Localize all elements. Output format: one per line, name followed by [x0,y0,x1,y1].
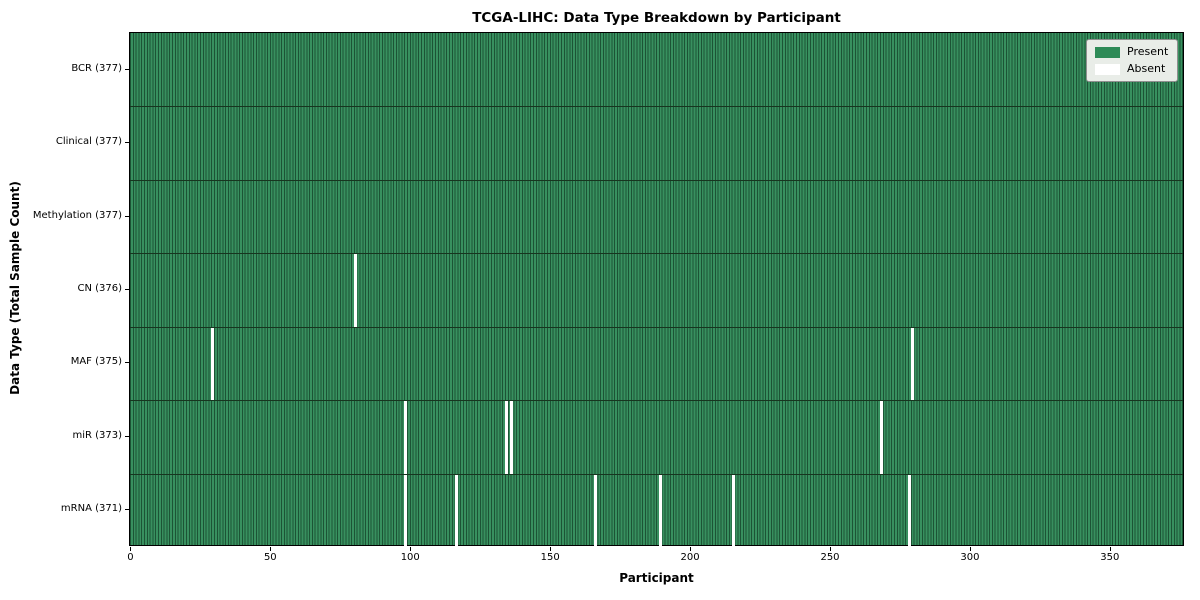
y-tick-label-BCR: BCR (377) [71,62,122,74]
absent-bar-mRNA-215 [731,473,735,547]
y-tick-mark [125,289,129,290]
x-tick-label-200: 200 [680,552,700,563]
y-tick-label-Clinical: Clinical (377) [55,136,122,148]
row-divider [130,179,1183,181]
x-tick-label-150: 150 [540,552,560,563]
legend-item-present: Present [1095,46,1169,58]
absent-bar-mRNA-189 [658,473,662,547]
row-divider [130,473,1183,475]
absent-bar-miR-98 [404,400,408,474]
legend-present-label: Present [1127,45,1169,58]
absent-bar-miR-268 [879,400,883,474]
absent-bar-miR-136 [510,400,514,474]
x-tick-mark [969,547,971,551]
row-divider [130,253,1183,255]
y-tick-label-mRNA: mRNA (371) [60,503,122,515]
absent-bar-mRNA-278 [907,473,911,547]
y-tick-mark [125,435,129,437]
x-axis-label: Participant [619,571,694,585]
row-divider [130,326,1183,328]
x-tick-mark [690,547,692,551]
legend-item-absent: Absent [1095,63,1169,75]
absent-bar-mRNA-166 [594,473,598,547]
row-divider [130,400,1183,402]
x-tick-mark [270,547,272,551]
y-tick-label-miR: miR (373) [72,429,122,441]
absent-bar-miR-134 [504,400,508,474]
x-tick-mark [550,547,552,551]
y-tick-mark [125,68,129,70]
x-tick-mark [830,547,831,551]
y-tick-label-MAF: MAF (375) [70,356,122,368]
x-tick-label-50: 50 [263,552,277,563]
plot-area [129,32,1184,547]
present-swatch-icon [1095,46,1120,58]
legend-absent-label: Absent [1127,62,1166,75]
chart-title: TCGA-LIHC: Data Type Breakdown by Partic… [472,10,841,26]
y-tick-mark [125,142,129,144]
absent-bar-mRNA-98 [404,473,408,547]
x-tick-label-300: 300 [960,552,980,563]
y-tick-mark [125,509,129,511]
x-tick-label-350: 350 [1100,552,1120,563]
x-tick-mark [130,547,132,551]
absent-bar-MAF-29 [211,326,215,401]
x-tick-label-0: 0 [127,552,134,563]
absent-bar-MAF-279 [910,326,914,401]
y-tick-mark [125,362,129,364]
y-tick-label-Methylation: Methylation (377) [32,209,122,221]
legend: Present Absent [1086,39,1178,82]
absent-bar-CN-80 [353,253,357,327]
absent-swatch-icon [1095,63,1120,75]
x-tick-label-250: 250 [820,552,840,563]
y-tick-mark [125,215,129,217]
row-divider [130,106,1183,108]
x-tick-label-100: 100 [400,552,420,563]
absent-bar-mRNA-116 [454,473,458,547]
x-tick-mark [1109,547,1111,551]
x-tick-mark [410,547,412,551]
y-tick-label-CN: CN (376) [77,283,122,294]
